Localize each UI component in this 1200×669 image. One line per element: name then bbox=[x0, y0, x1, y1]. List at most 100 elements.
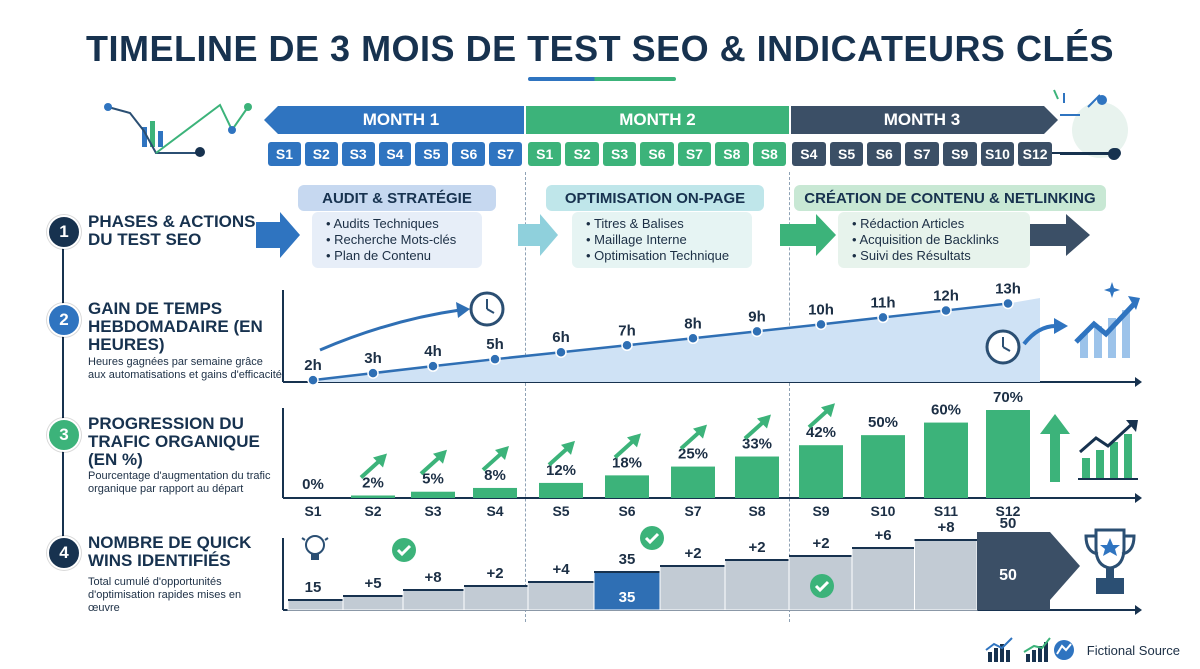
week-label: S5 bbox=[829, 142, 864, 166]
step-label: +2 bbox=[486, 565, 503, 582]
timeline-tail bbox=[1060, 153, 1120, 155]
phase-1-box: Audits Techniques Recherche Mots-clés Pl… bbox=[312, 212, 482, 268]
bar-value-label: 25% bbox=[678, 446, 708, 463]
x-axis-arrow bbox=[1135, 605, 1142, 615]
step-label: 35 bbox=[619, 551, 636, 568]
phase-3-title: CRÉATION DE CONTENU & NETLINKING bbox=[794, 185, 1106, 211]
bar-value-label: 42% bbox=[806, 424, 836, 441]
week-label: S6 bbox=[452, 142, 486, 166]
x-axis-arrow bbox=[1135, 493, 1142, 503]
category-label: S6 bbox=[618, 503, 635, 519]
section-2-number: 2 bbox=[47, 303, 81, 337]
step-label: +8 bbox=[937, 519, 954, 536]
phase-arrows bbox=[256, 212, 1090, 258]
page-title: TIMELINE DE 3 MOIS DE TEST SEO & INDICAT… bbox=[86, 28, 1114, 69]
growth-arrowhead bbox=[627, 433, 641, 448]
growth-arrowhead bbox=[495, 445, 509, 460]
quick-wins-step-chart: 15 +5 +8 +2 +4 35 35 +2 +2 +2 +6 +8 50 50 bbox=[282, 518, 1142, 615]
phase-3-item: Suivi des Résultats bbox=[852, 248, 1030, 264]
week-label: S3 bbox=[602, 142, 637, 166]
phase-3-box: Rédaction Articles Acquisition de Backli… bbox=[838, 212, 1030, 268]
section-2-description: Heures gagnées par semaine grâce aux aut… bbox=[88, 356, 282, 381]
step-label: +2 bbox=[684, 545, 701, 562]
trend-arrow bbox=[319, 308, 461, 352]
step-label: +5 bbox=[364, 575, 381, 592]
data-point bbox=[1002, 297, 1014, 310]
traffic-bar-chart: 0% S1 2% S2 5% S3 8% S4 12% S5 18% S6 25% S7 33% S8 42% S… bbox=[282, 390, 1142, 519]
trophy-icon bbox=[1084, 528, 1136, 594]
data-label: 2h bbox=[304, 357, 322, 374]
week-label: S7 bbox=[677, 142, 712, 166]
step-bar bbox=[342, 595, 404, 611]
bar bbox=[671, 466, 715, 498]
data-point bbox=[815, 318, 827, 331]
step-label: 50 bbox=[1000, 518, 1017, 532]
category-label: S4 bbox=[486, 503, 503, 519]
checkmark-icon bbox=[392, 538, 416, 562]
total-label: 50 bbox=[999, 567, 1017, 584]
bar-value-label: 5% bbox=[422, 471, 444, 488]
bar-value-label: 50% bbox=[868, 414, 898, 431]
data-label: 11h bbox=[870, 294, 895, 311]
section-3-number: 3 bbox=[47, 418, 81, 452]
step-label: +4 bbox=[552, 561, 570, 578]
data-point bbox=[367, 367, 379, 379]
data-label: 5h bbox=[486, 336, 504, 353]
data-label: 12h bbox=[933, 287, 959, 304]
bar-value-label: 18% bbox=[612, 454, 642, 471]
data-label: 6h bbox=[552, 329, 570, 346]
growth-arrow bbox=[419, 454, 443, 476]
week-label: S3 bbox=[341, 142, 375, 166]
growth-arrow bbox=[743, 419, 767, 441]
step-bar bbox=[851, 547, 915, 611]
month-2-label: MONTH 2 bbox=[619, 110, 696, 129]
data-point bbox=[621, 339, 633, 352]
growth-arrowhead bbox=[433, 449, 447, 464]
step-bar bbox=[977, 532, 1050, 610]
section-1-number: 1 bbox=[47, 215, 81, 249]
week-label: S1 bbox=[268, 142, 301, 166]
section-3-title: PROGRESSION DU TRAFIC ORGANIQUE (EN %) bbox=[88, 414, 260, 469]
month-separator-1 bbox=[525, 172, 526, 622]
bar-value-label: 0% bbox=[302, 476, 324, 493]
growth-arrow bbox=[613, 437, 637, 459]
month-3-label: MONTH 3 bbox=[883, 110, 961, 129]
section-4-title: NOMBRE DE QUICK WINS IDENTIFIÉS bbox=[88, 533, 252, 570]
lightbulb-icon bbox=[301, 535, 329, 560]
section-3-description: Pourcentage d'augmentation du trafic org… bbox=[88, 470, 271, 495]
week-label: S8 bbox=[752, 142, 786, 166]
series-line bbox=[312, 302, 1009, 382]
bar-value-label: 33% bbox=[742, 436, 772, 453]
month-separator-2 bbox=[789, 172, 790, 622]
step-label: +2 bbox=[748, 539, 765, 556]
section-timeline-line bbox=[62, 232, 64, 550]
category-label: S2 bbox=[364, 503, 381, 519]
bar bbox=[799, 445, 843, 498]
bar-value-label: 12% bbox=[546, 462, 576, 479]
source-label: Fictional Source bbox=[1086, 643, 1180, 658]
x-axis-arrow bbox=[1135, 377, 1142, 387]
growth-arrowhead bbox=[693, 424, 707, 439]
growth-bars-icon bbox=[1074, 282, 1140, 358]
bar bbox=[861, 435, 905, 498]
step-bar bbox=[463, 585, 529, 611]
category-label: S1 bbox=[304, 503, 321, 519]
growth-arrowhead bbox=[561, 440, 575, 455]
week-label: S2 bbox=[304, 142, 338, 166]
step-bar bbox=[287, 599, 344, 611]
week-label: S7 bbox=[905, 142, 939, 166]
phase-1-item: Audits Techniques bbox=[326, 216, 482, 232]
title-underline bbox=[528, 77, 676, 81]
growth-arrow bbox=[547, 445, 571, 467]
section-2-title: GAIN DE TEMPS HEBDOMADAIRE (EN HEURES) bbox=[88, 299, 263, 354]
data-label: 3h bbox=[364, 350, 382, 367]
week-label: S5 bbox=[415, 142, 449, 166]
bar bbox=[735, 456, 779, 498]
bar bbox=[411, 491, 455, 498]
growth-arrow bbox=[679, 429, 703, 451]
step-bar bbox=[914, 539, 978, 611]
step-bar bbox=[527, 581, 595, 611]
data-label: 4h bbox=[424, 343, 442, 360]
chart-logo-icons bbox=[985, 637, 1074, 662]
data-label: 7h bbox=[618, 322, 636, 339]
